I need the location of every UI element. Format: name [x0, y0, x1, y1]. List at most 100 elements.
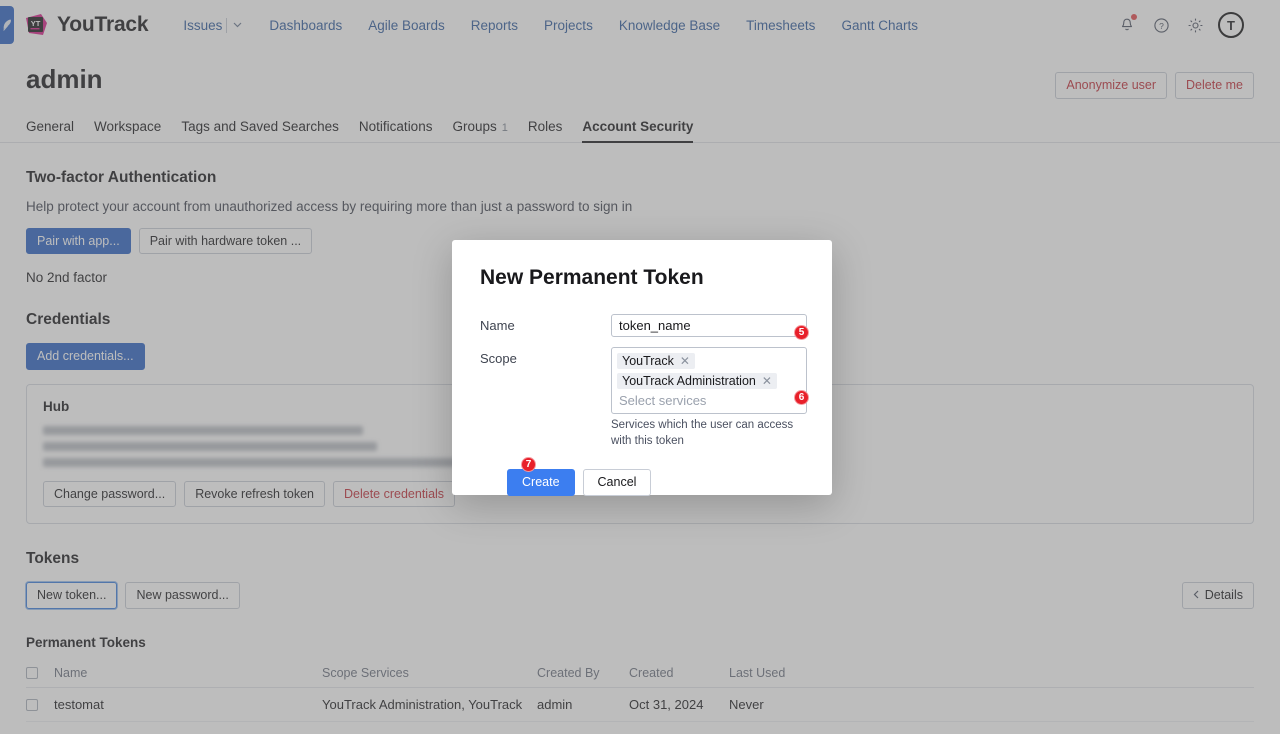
nav-actions: ? T	[1116, 12, 1260, 38]
tab-account-security[interactable]: Account Security	[572, 118, 703, 143]
add-credentials-button[interactable]: Add credentials...	[26, 343, 145, 370]
pair-with-hardware-token-button[interactable]: Pair with hardware token ...	[138, 227, 313, 254]
gear-icon[interactable]	[1184, 14, 1206, 36]
nav-item-issues[interactable]: Issues	[170, 14, 256, 37]
permanent-tokens-title: Permanent Tokens	[26, 634, 146, 650]
cell-scope-services[interactable]: YouTrack Administration, YouTrack	[322, 687, 537, 722]
tab-groups-count: 1	[501, 121, 508, 134]
table-header-row: Name Scope Services Created By Created L…	[26, 659, 1254, 688]
svg-text:?: ?	[1159, 21, 1164, 31]
table-header: Name Scope Services Created By Created L…	[26, 659, 1254, 688]
credentials-redacted-details	[43, 425, 1237, 467]
question-circle-icon[interactable]: ?	[1150, 14, 1172, 36]
pair-with-app-button[interactable]: Pair with app...	[26, 227, 131, 254]
nav-item-projects[interactable]: Projects	[544, 17, 593, 33]
nav-item-gantt-charts[interactable]: Gantt Charts	[841, 17, 918, 33]
avatar[interactable]: T	[1218, 12, 1244, 38]
name-label: Name	[480, 318, 515, 333]
name-form-row: Name	[480, 314, 807, 337]
youtrack-logo-icon: YT	[22, 11, 50, 39]
tab-notifications[interactable]: Notifications	[349, 119, 443, 142]
column-header-last-used[interactable]: Last Used	[729, 659, 1254, 688]
credentials-card-title: Hub	[43, 398, 70, 414]
tab-tags-and-saved-searches[interactable]: Tags and Saved Searches	[171, 119, 349, 142]
browser-extension-icon[interactable]	[0, 6, 14, 44]
svg-text:YT: YT	[31, 19, 41, 28]
create-button[interactable]: Create	[507, 469, 575, 496]
select-all-checkbox[interactable]	[26, 667, 38, 680]
tab-workspace-label: Workspace	[94, 118, 162, 134]
scope-chip-line: YouTrack Administration ✕	[617, 372, 801, 392]
delete-me-button[interactable]: Delete me	[1175, 72, 1254, 99]
column-header-created-by[interactable]: Created By	[537, 659, 629, 688]
scope-chip-youtrack-administration[interactable]: YouTrack Administration ✕	[617, 373, 777, 389]
nav-item-knowledge-base[interactable]: Knowledge Base	[618, 17, 721, 33]
nav-item-reports[interactable]: Reports	[470, 17, 519, 33]
tab-roles[interactable]: Roles	[518, 119, 573, 142]
credentials-card-actions: Change password... Revoke refresh token …	[43, 480, 1237, 507]
table-body: testomat YouTrack Administration, YouTra…	[26, 687, 1254, 722]
tab-general[interactable]: General	[26, 119, 84, 142]
cancel-button[interactable]: Cancel	[582, 469, 652, 496]
tab-groups-label: Groups	[452, 118, 497, 134]
change-password-button[interactable]: Change password...	[43, 480, 177, 507]
close-icon[interactable]: ✕	[679, 354, 690, 368]
details-button-label: Details	[1204, 588, 1243, 602]
nav-item-agile-boards[interactable]: Agile Boards	[368, 17, 445, 33]
tab-groups[interactable]: Groups 1	[442, 119, 517, 142]
tab-workspace[interactable]: Workspace	[84, 119, 171, 142]
credentials-actions: Add credentials...	[26, 343, 1254, 370]
column-header-name[interactable]: Name	[54, 659, 322, 688]
nav-item-timesheets[interactable]: Timesheets	[746, 17, 816, 33]
scope-chip-line: YouTrack ✕	[617, 352, 801, 372]
nav-item-dashboards[interactable]: Dashboards	[269, 17, 343, 33]
token-name-input[interactable]	[611, 314, 807, 337]
tab-roles-label: Roles	[527, 118, 563, 134]
details-button[interactable]: Details	[1181, 582, 1254, 609]
cell-created-by: admin	[537, 687, 629, 722]
column-header-scope-services[interactable]: Scope Services	[322, 659, 537, 688]
close-icon[interactable]: ✕	[761, 374, 772, 388]
tab-general-label: General	[26, 118, 75, 134]
tab-tags-and-saved-searches-label: Tags and Saved Searches	[181, 118, 339, 134]
scope-field-wrap: YouTrack ✕ YouTrack Administration ✕ Sel…	[611, 347, 807, 449]
scope-placeholder[interactable]: Select services	[619, 393, 707, 408]
row-checkbox[interactable]	[26, 699, 38, 712]
delete-credentials-button[interactable]: Delete credentials	[333, 480, 456, 507]
chevron-down-icon[interactable]	[229, 18, 250, 32]
revoke-refresh-token-button[interactable]: Revoke refresh token	[184, 480, 325, 507]
name-field-wrap	[611, 314, 807, 337]
cell-created: Oct 31, 2024	[629, 687, 729, 722]
scope-form-row: Scope YouTrack ✕ YouTrack Administration…	[480, 347, 807, 449]
select-all-cell	[26, 659, 54, 688]
tokens-actions: New token... New password... Details	[26, 582, 1254, 609]
step-badge-name-field: 5	[794, 325, 809, 340]
step-badge-create-button: 7	[521, 457, 536, 472]
page-header-actions: Anonymize user Delete me	[1055, 62, 1254, 99]
scope-chip-youtrack-label: YouTrack	[622, 354, 674, 368]
dialog-title: New Permanent Token	[480, 266, 704, 289]
cell-name: testomat	[54, 687, 322, 722]
tabs: General Workspace Tags and Saved Searche…	[0, 105, 1280, 143]
tab-account-security-label: Account Security	[582, 118, 694, 134]
top-navigation-bar: YT YouTrack Issues Dashboards Agile Boar…	[0, 0, 1280, 50]
new-password-button[interactable]: New password...	[125, 582, 240, 609]
column-header-created[interactable]: Created	[629, 659, 729, 688]
bell-icon[interactable]	[1116, 14, 1138, 36]
scope-services-input[interactable]: YouTrack ✕ YouTrack Administration ✕ Sel…	[611, 347, 807, 414]
chevron-left-icon	[1193, 589, 1199, 602]
scope-hint: Services which the user can access with …	[611, 419, 794, 447]
table-row[interactable]: testomat YouTrack Administration, YouTra…	[26, 687, 1254, 722]
anonymize-user-button[interactable]: Anonymize user	[1055, 72, 1168, 99]
scope-chip-youtrack[interactable]: YouTrack ✕	[617, 353, 695, 369]
dialog-actions: Create Cancel	[480, 469, 804, 496]
redacted-line	[43, 425, 363, 435]
scope-chip-youtrack-administration-label: YouTrack Administration	[622, 374, 756, 388]
nav-divider	[226, 17, 228, 33]
redacted-line	[43, 441, 377, 451]
cell-last-used: Never	[729, 687, 1254, 722]
new-permanent-token-dialog: New Permanent Token Name Scope YouTrack …	[452, 240, 832, 496]
brand[interactable]: YT YouTrack	[22, 11, 149, 39]
new-token-button[interactable]: New token...	[26, 582, 118, 609]
two-factor-title: Two-factor Authentication	[26, 168, 217, 186]
